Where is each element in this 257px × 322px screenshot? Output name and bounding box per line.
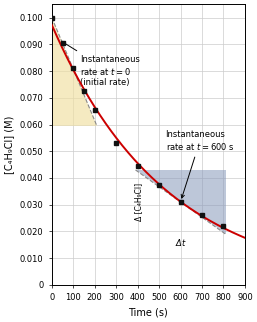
X-axis label: Time (s): Time (s): [128, 308, 168, 318]
Text: Δ [C₄H₉Cl]: Δ [C₄H₉Cl]: [134, 183, 143, 221]
Text: Instantaneous
rate at $t = 600$ s: Instantaneous rate at $t = 600$ s: [166, 130, 234, 198]
Polygon shape: [135, 170, 226, 234]
Y-axis label: [C₄H₉Cl] (M): [C₄H₉Cl] (M): [4, 115, 14, 174]
Text: Instantaneous
rate at $t = 0$
(initial rate): Instantaneous rate at $t = 0$ (initial r…: [61, 41, 140, 87]
Text: Δ$t$: Δ$t$: [175, 237, 187, 248]
Polygon shape: [52, 17, 97, 126]
